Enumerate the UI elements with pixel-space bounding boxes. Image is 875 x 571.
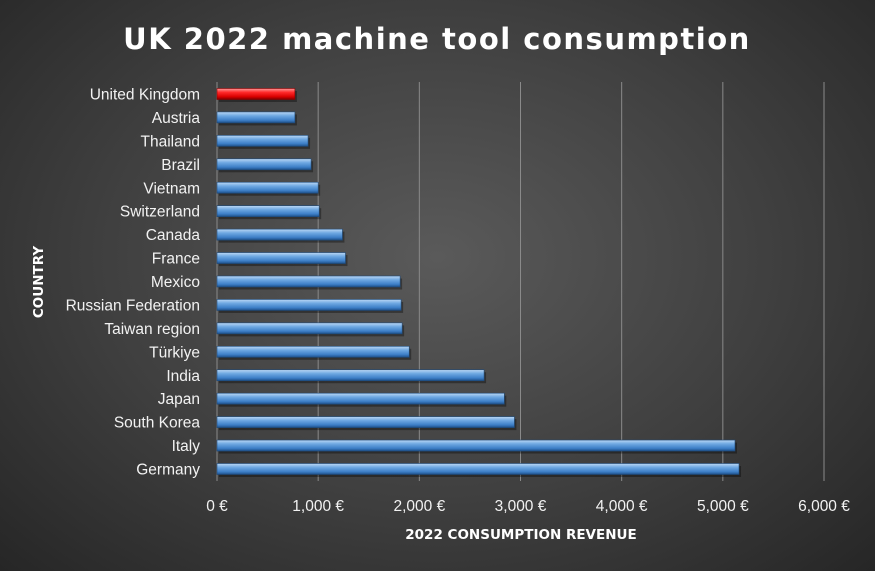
category-label: Vietnam [143, 180, 200, 197]
x-tick-label: 5,000 € [697, 498, 749, 515]
bar-highlight [216, 88, 296, 100]
bar [216, 181, 319, 194]
y-axis-title: COUNTRY [31, 246, 47, 319]
chart-title: UK 2022 machine tool consumption [123, 22, 751, 56]
category-label: Germany [136, 462, 200, 479]
x-tick-label: 0 € [206, 498, 228, 515]
category-label: Thailand [141, 133, 200, 150]
bar [216, 111, 296, 124]
bar [216, 322, 403, 335]
category-label: South Korea [114, 415, 201, 432]
bar [216, 158, 312, 171]
bars [216, 88, 742, 477]
category-label: Mexico [151, 274, 200, 291]
category-labels: United Kingdom Austria Thailand Brazil Vietn… [66, 87, 201, 479]
x-tick-label: 2,000 € [393, 498, 445, 515]
category-label: Italy [172, 438, 201, 455]
x-tick-label: 4,000 € [596, 498, 648, 515]
category-label: Japan [158, 391, 200, 408]
gridlines [216, 82, 825, 481]
bar [216, 135, 309, 147]
category-label: Taiwan region [104, 321, 200, 338]
x-tick-labels: 0 € 1,000 € 2,000 € 3,000 € 4,000 € 5,000 € 6,… [206, 498, 850, 515]
bar [216, 299, 402, 311]
category-label: United Kingdom [90, 87, 200, 104]
bar [216, 205, 320, 217]
category-label: Austria [152, 110, 201, 127]
x-tick-label: 3,000 € [495, 498, 547, 515]
bar [216, 439, 736, 452]
bar [216, 463, 740, 475]
bar [216, 228, 343, 241]
x-tick-label: 6,000 € [798, 498, 850, 515]
category-label: Canada [146, 227, 201, 244]
bar [216, 346, 410, 358]
x-axis-title: 2022 CONSUMPTION REVENUE [405, 527, 636, 543]
x-tick-label: 1,000 € [292, 498, 344, 515]
bar [216, 416, 515, 428]
bar [216, 252, 346, 264]
category-label: India [166, 368, 200, 385]
category-label: Türkiye [149, 344, 200, 361]
category-label: France [152, 251, 200, 268]
bar [216, 275, 401, 288]
bar [216, 392, 505, 405]
category-label: Brazil [161, 157, 200, 174]
category-label: Switzerland [120, 204, 200, 221]
category-label: Russian Federation [66, 297, 200, 314]
bar [216, 369, 485, 382]
